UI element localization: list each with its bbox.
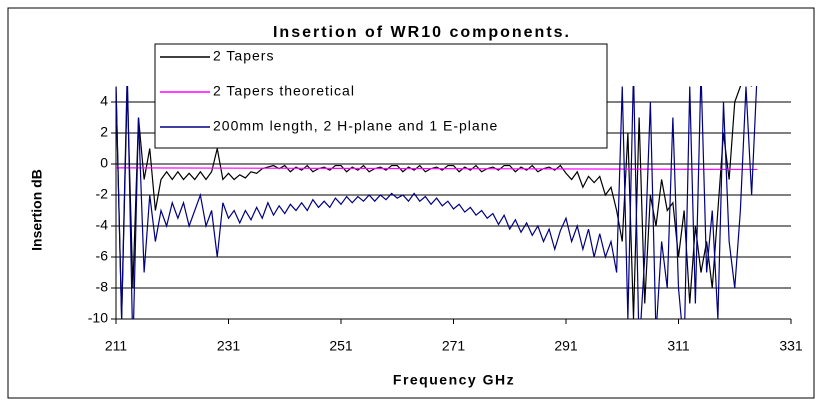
- series-line: [116, 86, 753, 319]
- x-tick-label: 311: [667, 338, 690, 354]
- y-tick-label: -10: [88, 310, 108, 326]
- y-tick-label: 0: [100, 155, 108, 171]
- y-axis-label: Insertion dB: [29, 169, 45, 251]
- chart-title: Insertion of WR10 components.: [273, 24, 571, 41]
- x-tick-label: 211: [105, 338, 128, 354]
- legend-label: 2 Tapers theoretical: [213, 83, 355, 99]
- legend: 2 Tapers 2 Tapers theoretical 200mm length…: [154, 43, 608, 149]
- legend-box: [154, 43, 608, 149]
- series-line: [116, 86, 758, 319]
- y-tick-label: -8: [96, 279, 109, 295]
- y-tick-label: -4: [96, 217, 109, 233]
- plot-area: [116, 86, 758, 319]
- x-tick-label: 251: [329, 338, 353, 354]
- x-axis-label: Frequency GHz: [393, 372, 515, 388]
- series-line: [116, 167, 758, 171]
- x-tick-label: 331: [779, 338, 803, 354]
- x-tick-label: 231: [217, 338, 241, 354]
- y-tick-label: -2: [96, 186, 109, 202]
- x-tick-label: 291: [554, 338, 578, 354]
- x-tick-label: 271: [442, 338, 466, 354]
- y-tick-label: 4: [100, 93, 108, 109]
- y-tick-label: 2: [100, 124, 108, 140]
- legend-label: 2 Tapers: [213, 48, 274, 64]
- y-tick-label: -6: [96, 248, 109, 264]
- legend-label: 200mm length, 2 H-plane and 1 E-plane: [213, 118, 498, 134]
